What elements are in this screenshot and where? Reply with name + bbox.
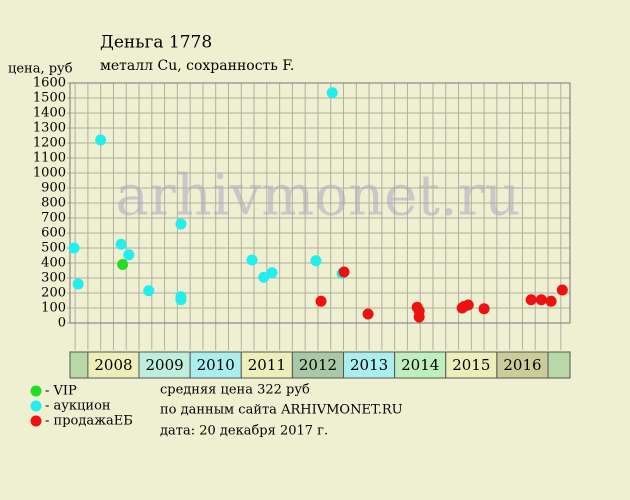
- y-tick-label: 0: [58, 316, 66, 331]
- y-tick-label: 900: [41, 181, 66, 196]
- y-tick-label: 600: [41, 226, 66, 241]
- y-tick-label: 1000: [33, 166, 66, 181]
- point: [525, 294, 537, 306]
- y-tick-label: 1300: [33, 121, 66, 136]
- point: [117, 259, 129, 270]
- y-tick-label: 200: [41, 286, 66, 301]
- y-tick-label: 1400: [33, 106, 66, 121]
- legend-marker: [30, 385, 42, 397]
- point: [266, 267, 278, 279]
- y-tick-label: 100: [41, 301, 66, 316]
- point: [123, 249, 135, 261]
- year-label: 2012: [299, 356, 337, 374]
- point: [115, 238, 127, 250]
- year-label: 2009: [145, 356, 183, 374]
- point: [413, 311, 425, 323]
- y-tick-label: 700: [41, 211, 66, 226]
- legend-label: - продажаЕБ: [45, 414, 133, 429]
- y-tick-label: 1600: [33, 76, 66, 91]
- point: [326, 87, 338, 99]
- y-tick-label: 500: [41, 241, 66, 256]
- year-label: 2014: [401, 356, 439, 374]
- point: [68, 242, 80, 254]
- point: [175, 294, 187, 306]
- year-label: 2016: [503, 356, 541, 374]
- year-label: 2011: [248, 356, 286, 374]
- chart-title: Деньга 1778: [100, 33, 212, 53]
- point: [556, 284, 568, 296]
- point: [315, 295, 327, 307]
- plot-frame: [69, 82, 571, 324]
- point: [535, 294, 547, 306]
- point: [258, 271, 270, 283]
- point: [462, 299, 474, 311]
- year-cell: [445, 351, 498, 379]
- year-label: 2015: [452, 356, 490, 374]
- year-label: 2008: [94, 356, 132, 374]
- y-axis-label: цена, руб: [8, 62, 73, 77]
- legend-marker: [30, 415, 42, 427]
- legend-marker: [30, 400, 42, 412]
- y-tick-label: 800: [41, 196, 66, 211]
- point: [95, 134, 107, 146]
- point: [338, 266, 350, 278]
- point: [362, 308, 374, 320]
- year-cell: [291, 351, 345, 379]
- note: дата: 20 декабря 2017 г.: [160, 424, 328, 439]
- y-tick-label: 400: [41, 256, 66, 271]
- point: [143, 285, 155, 297]
- year-cell: [240, 351, 293, 379]
- legend-label: - аукцион: [45, 399, 111, 414]
- y-tick-label: 1500: [33, 91, 66, 106]
- point: [246, 254, 258, 266]
- y-tick-label: 1200: [33, 136, 66, 151]
- year-label: 2013: [350, 356, 388, 374]
- year-cell: [496, 351, 549, 379]
- note: по данным сайта ARHIVMONET.RU: [160, 403, 403, 418]
- point: [545, 295, 557, 307]
- year-cell: [394, 351, 447, 379]
- y-tick-label: 300: [41, 271, 66, 286]
- point: [478, 303, 490, 315]
- y-tick-label: 1100: [33, 151, 66, 166]
- legend-label: - VIP: [45, 384, 77, 399]
- chart-subtitle: металл Cu, сохранность F.: [100, 58, 294, 74]
- year-label: 2010: [197, 356, 235, 374]
- point: [310, 255, 322, 267]
- note: средняя цена 322 руб: [160, 383, 310, 398]
- point: [72, 278, 84, 290]
- point: [175, 218, 187, 230]
